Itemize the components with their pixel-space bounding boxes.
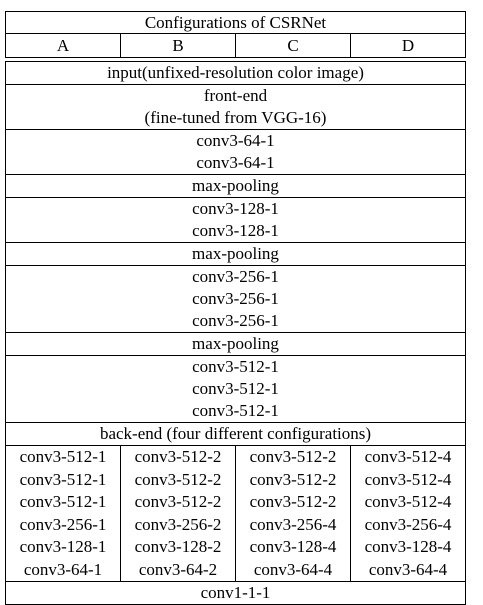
frontend-header: front-end (fine-tuned from VGG-16): [5, 85, 466, 130]
frontend-title: front-end: [203, 86, 268, 105]
frontend-block-6: max-pooling: [5, 333, 466, 356]
layer-label: conv3-256-1: [192, 267, 279, 286]
backend-config-c: conv3-512-2 conv3-512-2 conv3-512-2 conv…: [236, 446, 351, 581]
frontend-block-7: conv3-512-1 conv3-512-1 conv3-512-1: [5, 356, 466, 423]
frontend-block-5: conv3-256-1 conv3-256-1 conv3-256-1: [5, 266, 466, 333]
layer-label: conv3-64-4: [368, 559, 448, 579]
layer-label: conv3-512-4: [364, 492, 452, 511]
layer-label: max-pooling: [192, 244, 279, 263]
layer-label: conv3-256-4: [364, 514, 452, 534]
column-header-a: A: [6, 34, 121, 57]
layer-label: conv3-512-1: [19, 447, 107, 466]
layer-label: conv3-512-1: [19, 492, 107, 511]
layer-label: conv3-256-2: [134, 514, 222, 534]
output-row: conv1-1-1: [5, 582, 466, 605]
backend-config-a: conv3-512-1 conv3-512-1 conv3-512-1 conv…: [6, 446, 121, 581]
layer-label: conv3-256-4: [249, 514, 337, 534]
input-row: input(unfixed-resolution color image): [5, 61, 466, 85]
frontend-block-4: max-pooling: [5, 243, 466, 266]
layer-label: conv3-128-4: [249, 537, 337, 556]
layer-label: conv3-512-4: [364, 469, 452, 489]
backend-header: back-end (four different configurations): [5, 423, 466, 446]
backend-config-d: conv3-512-4 conv3-512-4 conv3-512-4 conv…: [351, 446, 465, 581]
layer-label: conv3-256-1: [192, 311, 279, 330]
layer-label: conv3-128-4: [364, 537, 452, 556]
column-header-d: D: [401, 36, 415, 55]
layer-label: conv3-512-1: [192, 379, 279, 398]
column-header-c: C: [236, 34, 351, 57]
frontend-block-1: conv3-64-1 conv3-64-1: [5, 130, 466, 175]
column-header-b: B: [121, 34, 236, 57]
layer-label: conv3-512-2: [134, 492, 222, 511]
layer-label: conv3-64-4: [253, 559, 333, 579]
layer-label: conv3-128-1: [19, 537, 107, 556]
layer-label: conv3-64-1: [196, 153, 275, 172]
frontend-block-3: conv3-128-1 conv3-128-1: [5, 198, 466, 243]
layer-label: conv3-512-2: [249, 447, 337, 466]
backend-config-b: conv3-512-2 conv3-512-2 conv3-512-2 conv…: [121, 446, 236, 581]
layer-label: conv3-512-2: [249, 492, 337, 511]
layer-label: conv3-256-1: [192, 289, 279, 308]
frontend-block-2: max-pooling: [5, 175, 466, 198]
backend-configs-row: conv3-512-1 conv3-512-1 conv3-512-1 conv…: [5, 446, 466, 582]
layer-label: conv3-128-1: [192, 199, 279, 218]
layer-label: max-pooling: [192, 176, 279, 195]
layer-label: conv3-512-1: [192, 401, 279, 420]
table-title: Configurations of CSRNet: [5, 11, 466, 34]
layer-label: conv3-512-2: [134, 447, 222, 466]
layer-label: conv3-512-4: [364, 447, 452, 466]
layer-label: max-pooling: [192, 334, 279, 353]
layer-label: conv3-128-1: [192, 221, 279, 240]
frontend-subtitle: (fine-tuned from VGG-16): [144, 108, 327, 127]
layer-label: conv3-256-1: [19, 514, 107, 534]
layer-label: conv3-512-1: [192, 357, 279, 376]
layer-label: conv3-512-2: [249, 469, 337, 489]
layer-label: conv3-128-2: [134, 537, 222, 556]
layer-label: conv3-512-1: [19, 469, 107, 489]
column-header-row: A B C D: [5, 34, 466, 58]
csrnet-config-table: Configurations of CSRNet A B C D input(u…: [5, 11, 466, 605]
layer-label: conv3-64-1: [23, 559, 103, 579]
layer-label: conv3-512-2: [134, 469, 222, 489]
layer-label: conv3-64-2: [138, 559, 218, 579]
layer-label: conv3-64-1: [196, 131, 275, 150]
